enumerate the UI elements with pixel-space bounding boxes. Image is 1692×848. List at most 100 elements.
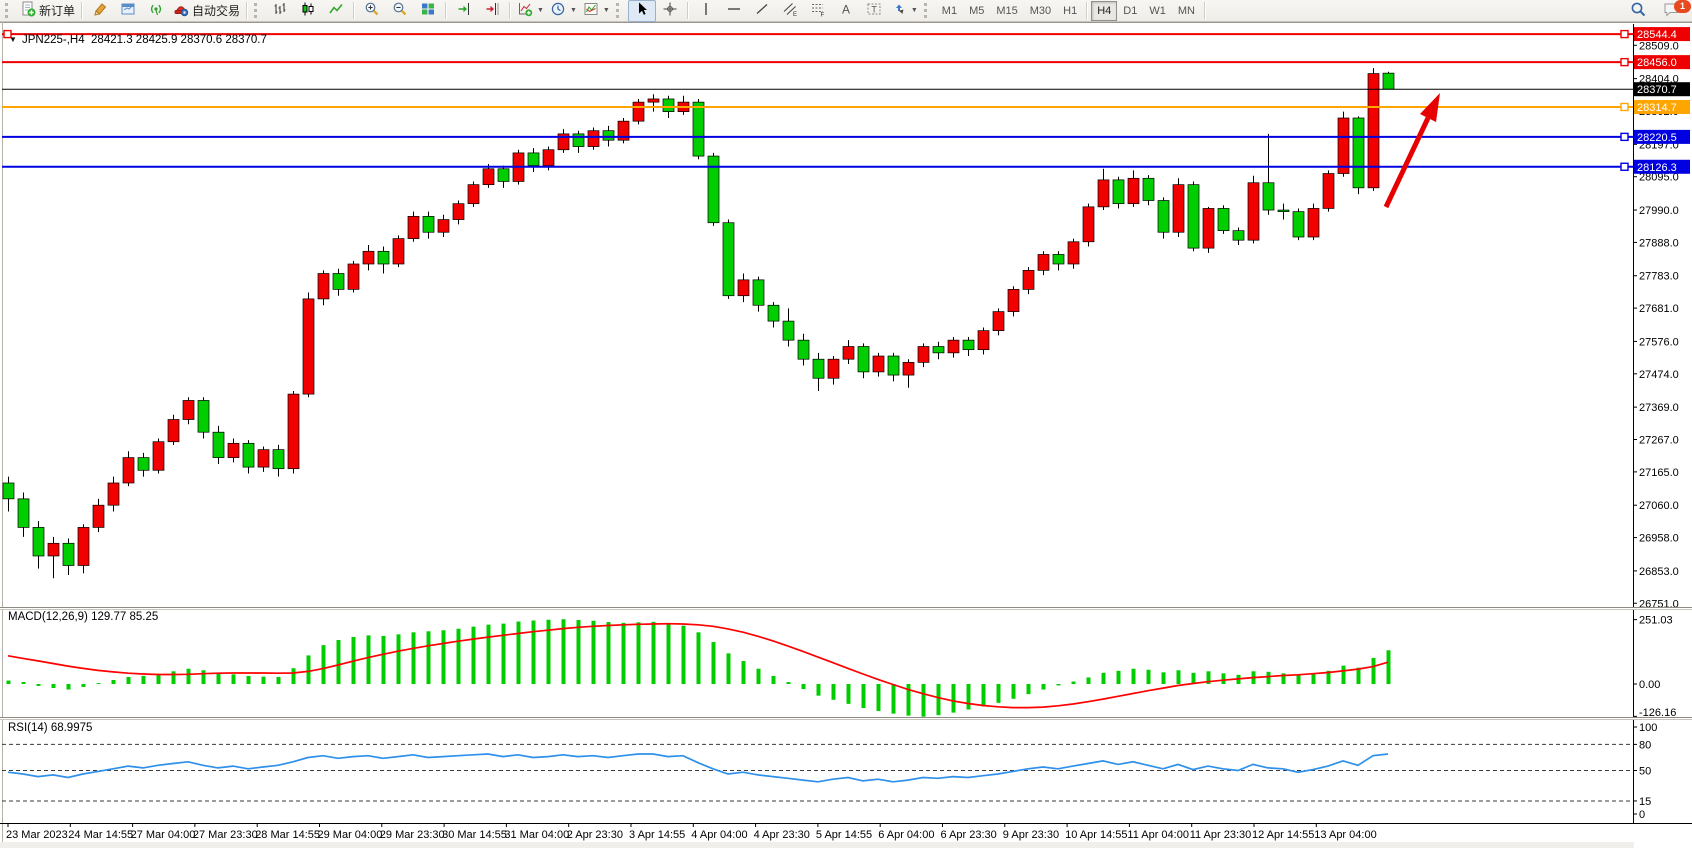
dropdown-caret-icon: ▼ (910, 7, 918, 14)
candle-body (77, 527, 90, 566)
time-tick-label: 30 Mar 14:55 (442, 829, 507, 841)
candle-body (497, 168, 510, 182)
toolbar-separator (1203, 2, 1206, 19)
candle-body (1187, 184, 1200, 249)
timeframe-h4-button[interactable]: H4 (1091, 0, 1118, 21)
timeframe-m15-button[interactable]: M15 (996, 4, 1018, 17)
chart-title: JPN225-,H4 28421.3 28425.9 28370.6 28370… (22, 34, 267, 46)
timeframe-m30-button[interactable]: M30 (1029, 4, 1052, 17)
line-anchor-handle[interactable] (1620, 29, 1629, 39)
rsi-pane: 100 80 50 150 (2, 722, 1657, 821)
candle-body (752, 279, 765, 306)
new-chart-button[interactable]: ▼ (514, 0, 547, 22)
candle-body (767, 304, 780, 322)
candle-body (122, 457, 135, 484)
timeframe-m5-button[interactable]: M5 (969, 4, 985, 17)
search-button[interactable] (1624, 0, 1652, 22)
candle-body (647, 98, 660, 103)
timeframe-m1-button[interactable]: M1 (941, 4, 958, 17)
signal-icon (148, 1, 164, 20)
macd-pane: 251.03 0.00 -126.16 (6, 615, 1676, 719)
notifications-button[interactable]: 1 (1658, 0, 1691, 22)
timeframe-d1-button[interactable]: D1 (1123, 4, 1138, 17)
window-icon (120, 1, 136, 20)
bar-chart-mode-button[interactable] (266, 0, 294, 22)
auto-scroll-button[interactable] (450, 0, 478, 22)
cursor-tool-button[interactable] (627, 0, 656, 22)
periods-button[interactable]: ▼ (547, 0, 580, 22)
candle-body (62, 542, 75, 566)
line-anchor-handle[interactable] (1620, 132, 1629, 142)
market-watch-button[interactable] (114, 0, 142, 22)
new-order-button[interactable]: 新订单 (17, 0, 78, 22)
timeframe-h1-button[interactable]: H1 (1063, 4, 1078, 17)
line-anchor-handle[interactable] (3, 29, 12, 39)
rsi-scale-label: 15 (1639, 796, 1651, 808)
timeframe-mn-button[interactable]: MN (1177, 4, 1195, 17)
trendline-icon (754, 1, 770, 20)
price-level-badge-text: 28456.0 (1637, 57, 1677, 69)
templates-button[interactable]: ▼ (580, 0, 613, 22)
line-anchor-handle[interactable] (1620, 57, 1629, 67)
toolbar-separator (81, 2, 84, 19)
time-tick-label: 31 Mar 04:00 (504, 829, 569, 841)
candle-body (1037, 254, 1050, 271)
candle-body (1352, 117, 1365, 189)
time-tick-label: 6 Apr 04:00 (878, 829, 934, 841)
horizontal-levels (2, 29, 1633, 171)
clock-icon (550, 1, 566, 20)
candle-body (332, 273, 345, 290)
zoom-out-button[interactable] (386, 0, 414, 22)
auto-trading-icon (173, 1, 189, 20)
chart-shift-icon (484, 1, 500, 20)
candle-body (377, 250, 390, 265)
candle-body (47, 542, 60, 557)
price-tick-label: 27783.0 (1639, 271, 1679, 283)
candlestick-icon (300, 1, 316, 20)
crosshair-tool-button[interactable] (656, 0, 684, 22)
price-level-badge (1634, 27, 1690, 42)
highlight-tool-button[interactable] (86, 0, 114, 22)
candle-body (1292, 211, 1305, 238)
chart-shift-button[interactable] (478, 0, 506, 22)
marker-icon (92, 1, 108, 20)
svg-text:F: F (820, 13, 824, 18)
symbol-dropdown-icon[interactable]: ▼ (9, 35, 17, 44)
candle-body (812, 358, 825, 379)
candle-body (2, 482, 15, 500)
equidistant-channel-tool-button[interactable]: E (776, 0, 804, 22)
candle-body (302, 298, 315, 395)
line-chart-mode-button[interactable] (322, 0, 350, 22)
toolbar-separator (353, 2, 356, 19)
candlestick-mode-button[interactable] (294, 0, 322, 22)
price-tick-label: 27681.0 (1639, 303, 1679, 315)
time-tick-label: 27 Mar 23:30 (193, 829, 258, 841)
fibonacci-tool-button[interactable]: F (804, 0, 832, 22)
line-anchor-handle[interactable] (1620, 102, 1629, 112)
vertical-line-tool-button[interactable] (692, 0, 720, 22)
zoom-in-icon (364, 1, 380, 20)
vertical-line-icon (698, 1, 714, 20)
tile-windows-button[interactable] (414, 0, 442, 22)
zoom-in-button[interactable] (358, 0, 386, 22)
trendline-tool-button[interactable] (748, 0, 776, 22)
candle-body (1172, 184, 1185, 233)
channel-icon: E (782, 1, 798, 20)
toolbar-separator (509, 2, 512, 19)
timeframe-w1-button[interactable]: W1 (1149, 4, 1166, 17)
trend-arrow-annotation[interactable] (1383, 93, 1440, 209)
candle-body (212, 431, 225, 458)
toolbar-separator (246, 2, 249, 19)
horizontal-line-tool-button[interactable] (720, 0, 748, 22)
dropdown-caret-icon: ▼ (602, 7, 610, 14)
auto-trading-button[interactable]: 自动交易 (170, 0, 243, 22)
line-anchor-handle[interactable] (1620, 162, 1629, 171)
new-order-label: 新订单 (39, 4, 76, 18)
text-label-tool-button[interactable]: T (860, 0, 888, 22)
time-tick-label: 29 Mar 23:30 (380, 829, 445, 841)
price-tick-label: 26853.0 (1639, 566, 1679, 578)
text-tool-button[interactable]: A (832, 0, 860, 22)
signals-button[interactable] (142, 0, 170, 22)
arrows-tool-button[interactable]: ▼ (888, 0, 921, 22)
candle-body (782, 320, 795, 341)
